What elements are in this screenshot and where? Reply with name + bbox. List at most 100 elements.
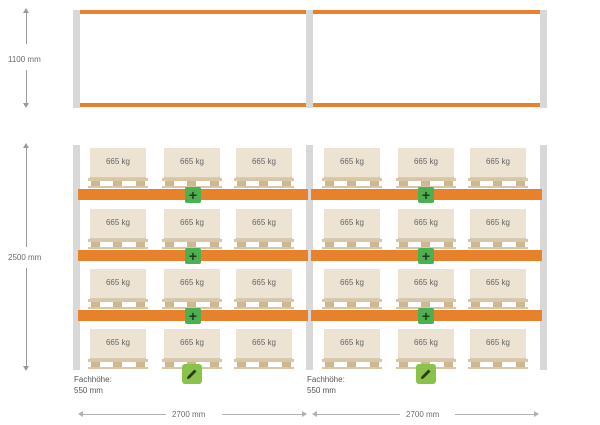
- bay-2-fach-label: Fachhöhe:: [307, 375, 345, 384]
- pallet-load-label: 665 kg: [485, 157, 511, 166]
- bay-2-width-arrow-right: [534, 411, 539, 417]
- pallet-load-label: 665 kg: [485, 218, 511, 227]
- pallet-load-label: 665 kg: [339, 157, 365, 166]
- pallet: 665 kg: [162, 209, 222, 249]
- pallet-load-label: 665 kg: [105, 157, 131, 166]
- pallet: 665 kg: [322, 209, 382, 249]
- pallet-load-label: 665 kg: [485, 338, 511, 347]
- pallet-load-label: 665 kg: [179, 278, 205, 287]
- bay-1-width-line-left: [82, 414, 166, 415]
- main-height-label: 2500 mm: [8, 253, 42, 262]
- bay-1-width-line-right: [222, 414, 304, 415]
- main-post-left: [73, 145, 80, 370]
- pallet-load-label: 665 kg: [179, 157, 205, 166]
- main-post-middle: [306, 145, 313, 370]
- bay-1-width-arrow-left: [78, 411, 83, 417]
- pallet-load-label: 665 kg: [339, 218, 365, 227]
- main-post-right: [540, 145, 547, 370]
- main-height-line-lower: [26, 268, 27, 367]
- pallet: 665 kg: [396, 329, 456, 369]
- top-post-middle: [306, 10, 313, 108]
- pallet: 665 kg: [234, 148, 294, 188]
- bay-1-width-label: 2700 mm: [172, 410, 206, 419]
- pallet: 665 kg: [234, 209, 294, 249]
- pallet: 665 kg: [234, 329, 294, 369]
- pallet-load-label: 665 kg: [413, 278, 439, 287]
- bay-2-width-line-left: [316, 414, 400, 415]
- top-beam-lower-left: [80, 103, 306, 107]
- main-height-line-upper: [26, 147, 27, 247]
- pallet-load-label: 665 kg: [413, 218, 439, 227]
- top-height-label: 1100 mm: [8, 55, 41, 64]
- pallet: 665 kg: [468, 329, 528, 369]
- bay-2-fach-value: 550 mm: [307, 386, 336, 395]
- main-height-arrow-down: [23, 366, 29, 371]
- edit-bay-2-button[interactable]: [416, 364, 436, 384]
- plus-icon: +: [188, 248, 198, 264]
- pallet-load-label: 665 kg: [251, 157, 277, 166]
- pallet-load-label: 665 kg: [339, 338, 365, 347]
- pallet: 665 kg: [322, 269, 382, 309]
- pallet: 665 kg: [468, 148, 528, 188]
- pallet: 665 kg: [468, 209, 528, 249]
- pallet: 665 kg: [162, 148, 222, 188]
- top-height-line-lower: [26, 70, 27, 104]
- pallet-load-label: 665 kg: [179, 218, 205, 227]
- pallet: 665 kg: [162, 329, 222, 369]
- pallet: 665 kg: [396, 148, 456, 188]
- main-height-arrow-up: [23, 143, 29, 148]
- add-level-button-bay-2-level-2[interactable]: +: [418, 248, 434, 264]
- pallet: 665 kg: [322, 329, 382, 369]
- pallet-load-label: 665 kg: [485, 278, 511, 287]
- pallet: 665 kg: [322, 148, 382, 188]
- pallet: 665 kg: [88, 329, 148, 369]
- top-post-right: [540, 10, 547, 108]
- pallet: 665 kg: [88, 269, 148, 309]
- pallet: 665 kg: [468, 269, 528, 309]
- pallet-load-label: 665 kg: [251, 278, 277, 287]
- pencil-icon: [421, 369, 431, 379]
- pallet-load-label: 665 kg: [105, 278, 131, 287]
- pallet: 665 kg: [234, 269, 294, 309]
- top-height-line-upper: [26, 12, 27, 44]
- pallet-load-label: 665 kg: [413, 157, 439, 166]
- bay-2-fach-height: Fachhöhe: 550 mm: [307, 374, 345, 396]
- pallet: 665 kg: [88, 209, 148, 249]
- top-beam-upper-right: [313, 10, 540, 14]
- bay-1-fach-label: Fachhöhe:: [74, 375, 112, 384]
- top-height-arrow-down: [23, 103, 29, 108]
- pallet: 665 kg: [162, 269, 222, 309]
- bay-2-width-arrow-left: [312, 411, 317, 417]
- plus-icon: +: [421, 248, 431, 264]
- add-level-button-bay-1-level-2[interactable]: +: [185, 248, 201, 264]
- bay-1-width-arrow-right: [302, 411, 307, 417]
- pencil-icon: [187, 369, 197, 379]
- pallet-load-label: 665 kg: [105, 338, 131, 347]
- bay-2-width-line-right: [455, 414, 535, 415]
- pallet-load-label: 665 kg: [251, 218, 277, 227]
- bay-1-fach-height: Fachhöhe: 550 mm: [74, 374, 112, 396]
- bay-1-fach-value: 550 mm: [74, 386, 103, 395]
- add-level-button-bay-2-level-1[interactable]: +: [418, 187, 434, 203]
- plus-icon: +: [421, 187, 431, 203]
- top-post-left: [73, 10, 80, 108]
- edit-bay-1-button[interactable]: [182, 364, 202, 384]
- plus-icon: +: [188, 187, 198, 203]
- top-beam-upper-left: [80, 10, 306, 14]
- add-level-button-bay-1-level-1[interactable]: +: [185, 187, 201, 203]
- add-level-button-bay-2-level-3[interactable]: +: [418, 308, 434, 324]
- pallet-load-label: 665 kg: [179, 338, 205, 347]
- pallet: 665 kg: [396, 269, 456, 309]
- plus-icon: +: [188, 308, 198, 324]
- pallet-load-label: 665 kg: [413, 338, 439, 347]
- pallet-load-label: 665 kg: [105, 218, 131, 227]
- pallet-load-label: 665 kg: [251, 338, 277, 347]
- top-beam-lower-right: [313, 103, 540, 107]
- plus-icon: +: [421, 308, 431, 324]
- pallet-load-label: 665 kg: [339, 278, 365, 287]
- pallet: 665 kg: [396, 209, 456, 249]
- add-level-button-bay-1-level-3[interactable]: +: [185, 308, 201, 324]
- bay-2-width-label: 2700 mm: [406, 410, 440, 419]
- top-height-arrow-up: [23, 8, 29, 13]
- pallet: 665 kg: [88, 148, 148, 188]
